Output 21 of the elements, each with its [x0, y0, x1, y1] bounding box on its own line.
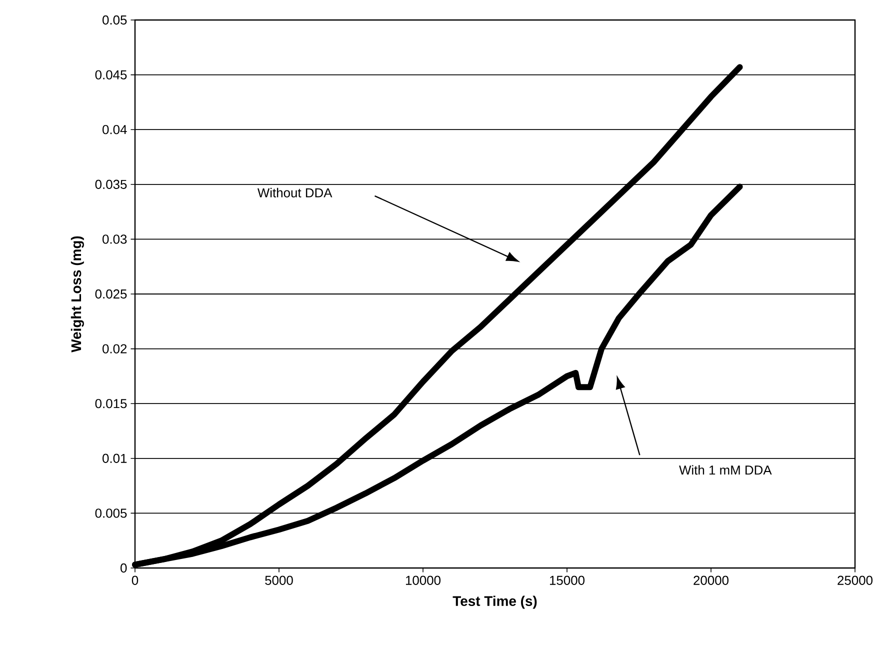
- x-tick-label: 25000: [838, 576, 873, 585]
- y-tick-label: 0.03: [102, 234, 127, 244]
- y-tick-label: 0.04: [102, 125, 127, 134]
- annotation: With 1 mM DDA: [679, 465, 772, 475]
- y-tick-label: 0.045: [95, 70, 127, 80]
- y-tick-label: 0.02: [102, 344, 127, 354]
- x-tick-label: 20000: [694, 576, 729, 585]
- y-tick-label: 0.05: [102, 15, 127, 25]
- x-tick-label: 5000: [265, 576, 293, 585]
- y-tick-label: 0.01: [102, 454, 127, 463]
- y-tick-label: 0: [120, 563, 127, 573]
- x-tick-label: 0: [132, 576, 138, 585]
- y-tick-label: 0.025: [95, 289, 127, 299]
- y-tick-label: 0.015: [95, 399, 127, 408]
- x-tick-label: 10000: [406, 576, 440, 585]
- x-tick-label: 15000: [550, 576, 585, 585]
- annotation: Without DDA: [257, 188, 332, 198]
- y-tick-label: 0.035: [95, 180, 127, 189]
- y-tick-label: 0.005: [95, 508, 127, 518]
- x-axis-title: Test Time (s): [452, 596, 537, 609]
- y-axis-title: Weight Loss (mg): [70, 236, 84, 352]
